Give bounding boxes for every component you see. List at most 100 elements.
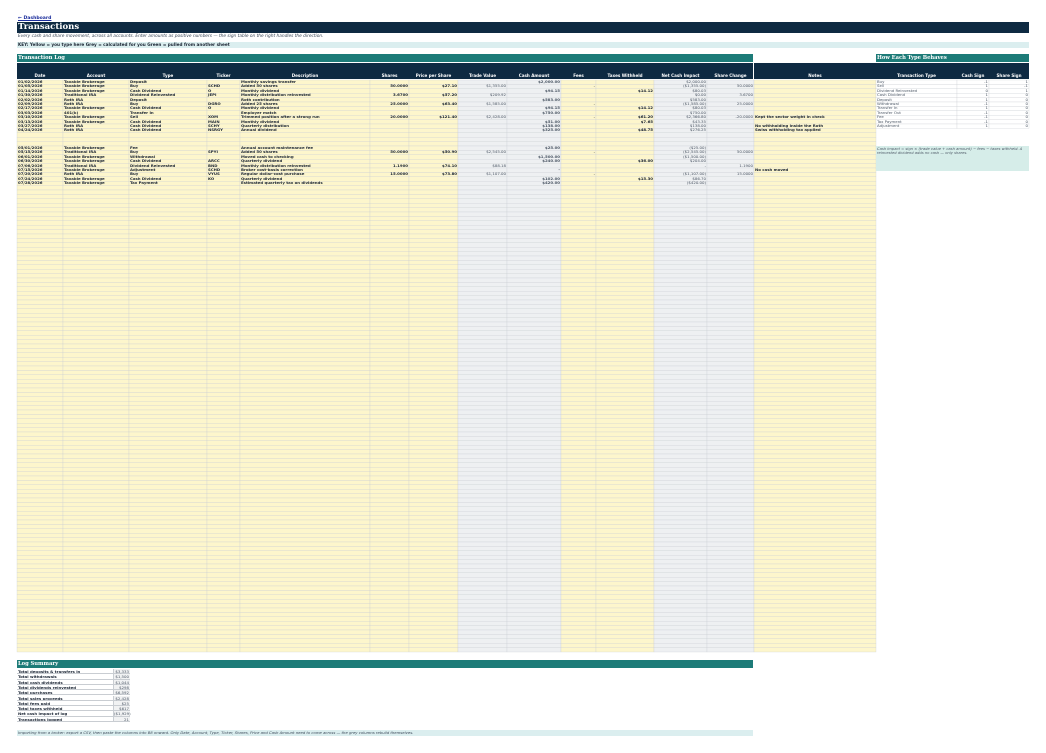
log-cell-date[interactable]: 02/09/2026 (18, 102, 43, 106)
log-cell-fees[interactable]: - (593, 102, 595, 106)
log-cell-net-cash-impact[interactable]: ($1,585.00) (683, 102, 706, 106)
log-cell-net-cash-impact[interactable]: $583.00 (689, 97, 706, 102)
log-cell-account[interactable]: Taxable Brokerage (64, 168, 105, 172)
log-cell-ticker[interactable]: VYUS (208, 172, 220, 177)
log-cell-date[interactable]: 06/01/2026 (18, 154, 43, 159)
log-cell-ticker[interactable]: SCHD (208, 168, 221, 172)
log-cell-account[interactable]: Taxable Brokerage (64, 88, 105, 93)
log-cell-trade-value[interactable]: $1,585.00 (486, 102, 506, 106)
log-cell-net-cash-impact[interactable]: $80.03 (692, 88, 706, 93)
log-cell-description[interactable]: Quarterly distribution (241, 124, 290, 128)
log-cell-account[interactable]: Roth IRA (64, 97, 84, 102)
log-cell-date[interactable]: 01/14/2026 (18, 88, 43, 93)
log-cell-price[interactable]: $63.40 (441, 102, 457, 106)
log-cell-notes[interactable]: No withholding inside the Roth (755, 124, 824, 128)
log-cell-ticker[interactable]: DGRO (208, 102, 221, 106)
log-cell-net-cash-impact[interactable]: $750.00 (689, 110, 706, 115)
log-cell-type[interactable]: Buy (130, 172, 139, 177)
log-cell-net-cash-impact[interactable]: $43.35 (692, 119, 706, 124)
log-cell-account[interactable]: Taxable Brokerage (64, 146, 105, 150)
log-cell-cash-amount[interactable]: $1,500.00 (538, 154, 560, 159)
log-cell-ticker[interactable]: JEPI (208, 93, 217, 98)
log-cell-share-change[interactable]: 50.0000 (736, 84, 753, 89)
log-cell-type[interactable]: Buy (130, 102, 139, 106)
dashboard-link[interactable]: ← Dashboard (18, 16, 52, 21)
log-cell-description[interactable]: Annual account maintenance fee (241, 146, 314, 150)
log-cell-cash-amount[interactable]: $2,000.00 (538, 80, 560, 84)
log-cell-description[interactable]: Monthly savings transfer (241, 80, 296, 84)
log-cell-cash-amount[interactable]: $94.15 (544, 88, 560, 93)
log-cell-net-cash-impact[interactable]: $276.25 (689, 128, 706, 133)
log-cell-date[interactable]: 05/01/2026 (18, 146, 43, 150)
log-cell-cash-amount[interactable]: $750.00 (542, 110, 560, 115)
log-cell-date[interactable]: 06/30/2026 (18, 159, 43, 164)
log-cell-account[interactable]: Taxable Brokerage (64, 159, 105, 164)
log-cell-price[interactable]: $57.20 (441, 93, 457, 98)
log-cell-cash-amount[interactable]: $25.00 (544, 146, 560, 150)
log-cell-account[interactable]: Traditional IRA (64, 150, 97, 155)
log-cell-type[interactable]: Fee (130, 146, 138, 150)
log-cell-trade-value[interactable]: $209.92 (489, 93, 506, 98)
log-cell-date[interactable]: 07/15/2026 (18, 168, 43, 172)
log-cell-ticker[interactable]: KO (208, 176, 215, 181)
log-cell-cash-amount[interactable]: $138.00 (542, 124, 560, 128)
log-cell-description[interactable]: Roth contribution (241, 97, 280, 102)
log-cell-share-change[interactable]: 15.0000 (736, 172, 753, 177)
log-cell-price[interactable]: $73.80 (441, 172, 457, 177)
log-cell-account[interactable]: Taxable Brokerage (64, 115, 105, 120)
log-cell-net-cash-impact[interactable]: $138.00 (689, 124, 706, 128)
log-cell-ticker[interactable]: ARCC (208, 159, 220, 164)
log-cell-taxes-withheld[interactable]: $36.00 (637, 159, 653, 164)
log-cell-trade-value[interactable]: $88.18 (492, 163, 506, 168)
log-cell-shares[interactable]: 1.1900 (392, 163, 408, 168)
log-cell-description[interactable]: Trimmed position after a strong run (241, 115, 320, 120)
log-cell-description[interactable]: Added 25 shares (241, 102, 278, 106)
log-cell-cash-amount[interactable]: - (558, 168, 560, 172)
log-cell-net-cash-impact[interactable]: ($1,107.00) (683, 172, 706, 177)
log-cell-type[interactable]: Cash Dividend (130, 176, 162, 181)
log-cell-type[interactable]: Buy (130, 150, 139, 155)
log-cell-price[interactable]: $121.40 (439, 115, 457, 120)
log-cell-net-cash-impact[interactable]: ($1,355.00) (683, 84, 706, 89)
log-cell-account[interactable]: Taxable Brokerage (64, 106, 105, 111)
log-cell-trade-value[interactable]: $1,107.00 (486, 172, 506, 177)
log-cell-net-cash-impact[interactable]: - (704, 163, 706, 168)
log-cell-ticker[interactable]: O (208, 106, 212, 111)
log-cell-taxes-withheld[interactable]: $61.20 (637, 115, 653, 120)
log-cell-notes[interactable]: Swiss withholding tax applied (755, 128, 821, 133)
log-cell-price[interactable]: $27.10 (441, 84, 457, 89)
log-cell-description[interactable]: Broker cost-basis correction (241, 168, 303, 172)
log-cell-net-cash-impact[interactable]: ($420.00) (686, 181, 706, 186)
log-cell-description[interactable]: Regular dollar-cost purchase (241, 172, 305, 177)
log-cell-share-change[interactable]: 50.0000 (736, 150, 753, 155)
log-cell-cash-amount[interactable]: $420.00 (542, 181, 560, 186)
log-cell-description[interactable]: Employer match (241, 110, 277, 115)
log-cell-account[interactable]: Roth IRA (64, 102, 84, 106)
log-cell-type[interactable]: Buy (130, 84, 139, 89)
log-cell-description[interactable]: Monthly dividend (241, 88, 280, 93)
log-cell-fees[interactable]: - (593, 150, 595, 155)
log-cell-date[interactable]: 02/17/2026 (18, 106, 43, 111)
log-cell-type[interactable]: Cash Dividend (130, 124, 162, 128)
log-cell-type[interactable]: Adjustment (130, 168, 156, 172)
log-cell-trade-value[interactable]: $2,428.00 (486, 115, 506, 120)
log-cell-ticker[interactable]: SCHY (208, 124, 220, 128)
log-cell-type[interactable]: Withdrawal (130, 154, 156, 159)
log-cell-description[interactable]: Moved cash to checking (241, 154, 294, 159)
log-cell-type[interactable]: Cash Dividend (130, 159, 162, 164)
log-cell-type[interactable]: Dividend Reinvested (130, 163, 176, 168)
log-cell-cash-amount[interactable]: $325.00 (542, 128, 560, 133)
log-cell-ticker[interactable]: O (208, 88, 212, 93)
log-cell-ticker[interactable]: MAIN (208, 119, 220, 124)
log-cell-date[interactable]: 07/06/2026 (18, 163, 43, 168)
log-cell-ticker[interactable]: SPYI (208, 150, 218, 155)
log-cell-account[interactable]: Taxable Brokerage (64, 176, 105, 181)
log-cell-type[interactable]: Deposit (130, 80, 147, 84)
log-cell-ticker[interactable]: NSRGY (208, 128, 223, 133)
log-cell-shares[interactable]: 3.6700 (392, 93, 408, 98)
log-cell-price[interactable]: $74.10 (441, 163, 457, 168)
log-cell-account[interactable]: Traditional IRA (64, 93, 97, 98)
log-cell-shares[interactable]: 50.0000 (390, 84, 408, 89)
log-cell-type[interactable]: Dividend Reinvested (130, 93, 176, 98)
log-cell-account[interactable]: Roth IRA (64, 172, 84, 177)
